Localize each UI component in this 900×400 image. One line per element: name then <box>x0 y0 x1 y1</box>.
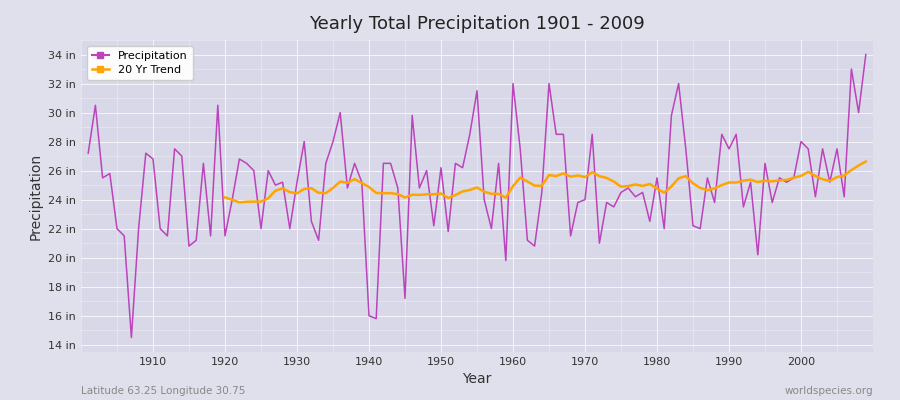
Title: Yearly Total Precipitation 1901 - 2009: Yearly Total Precipitation 1901 - 2009 <box>309 15 645 33</box>
Y-axis label: Precipitation: Precipitation <box>29 152 42 240</box>
X-axis label: Year: Year <box>463 372 491 386</box>
Text: Latitude 63.25 Longitude 30.75: Latitude 63.25 Longitude 30.75 <box>81 386 246 396</box>
Text: worldspecies.org: worldspecies.org <box>785 386 873 396</box>
Legend: Precipitation, 20 Yr Trend: Precipitation, 20 Yr Trend <box>86 46 193 80</box>
